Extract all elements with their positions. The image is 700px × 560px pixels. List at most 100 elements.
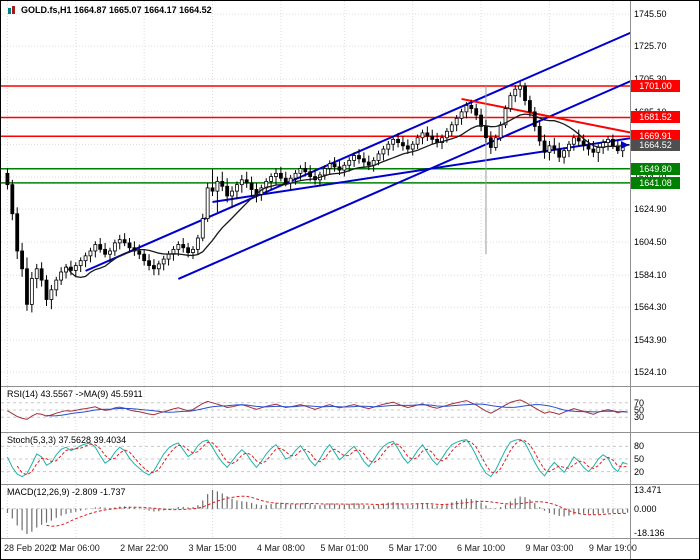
support-level-badge: 1649.80 bbox=[631, 162, 680, 175]
candle-body bbox=[220, 181, 225, 187]
candle-body bbox=[459, 111, 464, 119]
stoch-scale-label: 80 bbox=[634, 441, 645, 452]
candle-body bbox=[562, 150, 566, 158]
candle-body bbox=[557, 148, 562, 158]
candle-body bbox=[64, 266, 68, 273]
rsi-scale-label: 50 bbox=[634, 405, 645, 415]
candle-body bbox=[83, 255, 88, 262]
price-chart-canvas[interactable] bbox=[1, 1, 631, 386]
candle-body bbox=[513, 88, 518, 97]
candle-body bbox=[376, 153, 381, 161]
macd-scale-label: 0.000 bbox=[634, 503, 657, 514]
rsi-panel[interactable]: RSI(14) 43.5567 ->MA(9) 45.5911 70 50 30 bbox=[1, 387, 699, 433]
candle-body bbox=[586, 145, 591, 150]
time-axis-label: 4 Mar 08:00 bbox=[256, 543, 305, 553]
candle-body bbox=[200, 218, 205, 239]
candle-body bbox=[93, 244, 98, 252]
chart-title-text: GOLD.fs,H1 1664.87 1665.07 1664.17 1664.… bbox=[21, 5, 212, 15]
candle-body bbox=[88, 250, 93, 257]
candle-body bbox=[615, 145, 620, 152]
time-axis-label: 6 Mar 10:00 bbox=[457, 543, 506, 553]
candle-body bbox=[308, 171, 313, 177]
candle-body bbox=[611, 138, 615, 147]
rsi-scale-label: 30 bbox=[634, 412, 645, 423]
time-axis[interactable]: 28 Feb 2020 2 Mar 06:00 2 Mar 22:00 3 Mar 1… bbox=[1, 539, 699, 559]
stochastic-canvas[interactable] bbox=[1, 433, 631, 484]
candle-body bbox=[415, 137, 420, 145]
candle-body bbox=[547, 145, 552, 153]
candle-body bbox=[186, 247, 191, 253]
candle-body bbox=[5, 172, 10, 186]
candle-body bbox=[152, 265, 156, 270]
candle-body bbox=[69, 266, 73, 271]
candle-body bbox=[464, 104, 469, 113]
candle-body bbox=[98, 244, 103, 250]
price-axis-label: 1725.70 bbox=[634, 41, 667, 52]
time-axis-label: 2 Mar 22:00 bbox=[120, 543, 169, 553]
candle-body bbox=[210, 187, 215, 192]
candle-body bbox=[195, 237, 200, 250]
stoch-scale-label: 50 bbox=[634, 454, 645, 464]
candle-body bbox=[278, 172, 283, 179]
candle-body bbox=[454, 117, 459, 126]
candle-body bbox=[239, 179, 244, 186]
candle-body bbox=[293, 172, 298, 179]
time-axis-label: 9 Mar 19:00 bbox=[588, 543, 637, 553]
candle-body bbox=[215, 181, 220, 192]
candle-body bbox=[161, 258, 166, 265]
candle-body bbox=[581, 140, 586, 147]
candle-body bbox=[117, 239, 122, 244]
ascending-channel-mid-trendline[interactable] bbox=[177, 79, 631, 280]
candle-body bbox=[327, 163, 332, 169]
candle-body bbox=[444, 130, 449, 139]
candle-body bbox=[576, 137, 581, 142]
candle-body bbox=[225, 185, 230, 197]
candle-body bbox=[191, 248, 195, 253]
candle-body bbox=[274, 172, 278, 177]
ascending-channel-lower-trendline[interactable] bbox=[212, 137, 631, 203]
price-axis-label: 1564.30 bbox=[634, 302, 667, 313]
candle-body bbox=[401, 142, 405, 147]
candles-series[interactable] bbox=[5, 81, 630, 313]
candle-body bbox=[420, 132, 425, 139]
candle-body bbox=[25, 268, 29, 305]
candle-body bbox=[508, 95, 513, 110]
macd-panel[interactable]: MACD(12,26,9) -2.809 -1.737 13.471 0.000 -… bbox=[1, 485, 699, 539]
time-axis-label: 28 Feb 2020 bbox=[4, 543, 55, 553]
candle-body bbox=[176, 244, 181, 250]
candle-body bbox=[29, 278, 34, 305]
price-scale-separator-line bbox=[630, 1, 631, 559]
candle-body bbox=[606, 138, 610, 143]
candle-body bbox=[381, 148, 386, 155]
candle-body bbox=[283, 177, 288, 184]
time-axis-label: 9 Mar 03:00 bbox=[525, 543, 574, 553]
time-axis-label: 5 Mar 01:00 bbox=[320, 543, 369, 553]
candle-body bbox=[503, 108, 508, 126]
candle-body bbox=[552, 145, 557, 150]
candle-body bbox=[235, 184, 239, 192]
price-axis-label: 1543.90 bbox=[634, 335, 667, 346]
rsi-ma-line bbox=[46, 403, 628, 417]
candle-body bbox=[112, 242, 117, 252]
time-axis-label: 2 Mar 06:00 bbox=[51, 543, 100, 553]
candle-body bbox=[78, 260, 83, 266]
candle-body bbox=[249, 182, 254, 190]
candle-body bbox=[571, 137, 576, 145]
descending-resistance-trendline[interactable] bbox=[461, 97, 631, 134]
price-chart-panel[interactable]: GOLD.fs,H1 1664.87 1665.07 1664.17 1664.… bbox=[1, 1, 699, 387]
rsi-canvas[interactable] bbox=[1, 387, 631, 432]
resistance-level-badge: 1681.52 bbox=[631, 111, 680, 124]
candle-body bbox=[449, 124, 454, 132]
candle-body bbox=[391, 138, 396, 145]
candle-body bbox=[484, 126, 488, 139]
rsi-label: RSI(14) 43.5567 ->MA(9) 45.5911 bbox=[7, 389, 143, 399]
macd-label: MACD(12,26,9) -2.809 -1.737 bbox=[7, 487, 126, 497]
candle-body bbox=[430, 135, 435, 140]
candle-body bbox=[366, 161, 371, 166]
price-axis-label: 1584.10 bbox=[634, 270, 667, 281]
candle-body bbox=[303, 168, 308, 173]
macd-canvas[interactable] bbox=[1, 485, 631, 538]
stochastic-panel[interactable]: Stoch(5,3,3) 37.5628 39.4034 80 50 20 bbox=[1, 433, 699, 485]
candle-body bbox=[410, 143, 415, 150]
